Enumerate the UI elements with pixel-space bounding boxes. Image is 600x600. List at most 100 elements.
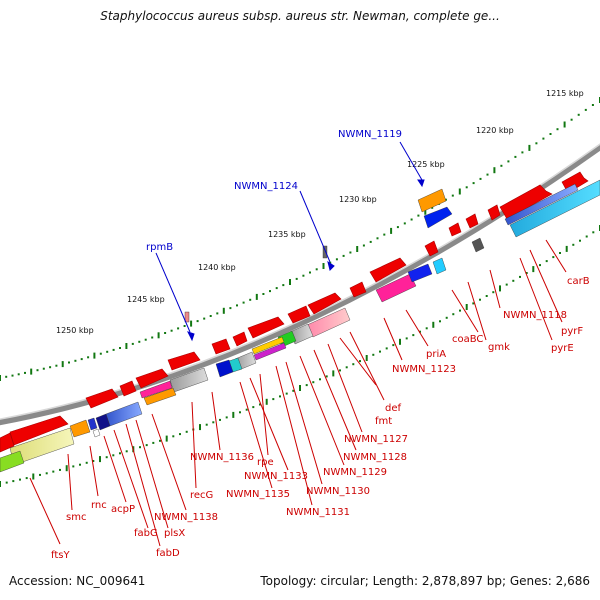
genome-backbone xyxy=(0,143,600,426)
scale-major-tick xyxy=(424,208,427,215)
scale-major-tick xyxy=(0,481,1,487)
scale-minor-tick xyxy=(312,381,315,384)
gene-label-NWMN_1119[interactable]: NWMN_1119 xyxy=(338,129,402,140)
gene-fwd xyxy=(135,368,169,389)
scale-minor-tick xyxy=(55,364,58,367)
gene-label-NWMN_1127[interactable]: NWMN_1127 xyxy=(344,434,408,445)
scale-minor-tick xyxy=(68,361,70,364)
gene-label-pyrF[interactable]: pyrF xyxy=(561,326,583,337)
scale-minor-tick xyxy=(42,367,45,370)
gene-label-NWMN_1128[interactable]: NWMN_1128 xyxy=(343,452,407,463)
scale-minor-tick xyxy=(52,470,55,473)
scale-minor-tick xyxy=(472,182,475,185)
scale-minor-tick xyxy=(219,418,221,421)
gene-label-NWMN_1131[interactable]: NWMN_1131 xyxy=(286,507,350,518)
gene-acpP xyxy=(87,417,98,431)
scale-minor-tick xyxy=(139,446,141,449)
scale-minor-tick xyxy=(164,332,167,334)
gene-fwd xyxy=(211,338,231,355)
gene-fwd xyxy=(167,351,201,371)
gene-label-acpP[interactable]: acpP xyxy=(111,504,135,515)
gene-label-NWMN_1124[interactable]: NWMN_1124 xyxy=(234,181,298,192)
scale-minor-tick xyxy=(152,441,155,444)
scale-major-tick xyxy=(255,293,258,300)
gene-cyan xyxy=(509,179,600,238)
gene-label-priA[interactable]: priA xyxy=(426,349,446,360)
scale-minor-tick xyxy=(521,151,524,154)
gene-label-NWMN_1130[interactable]: NWMN_1130 xyxy=(306,486,370,497)
scale-minor-tick xyxy=(205,423,208,426)
scale-minor-tick xyxy=(591,104,594,106)
scale-minor-tick xyxy=(507,160,510,163)
gene-label-fabD[interactable]: fabD xyxy=(156,548,180,559)
gene-ftsY xyxy=(0,450,25,473)
scale-minor-tick xyxy=(376,237,379,240)
scale-minor-tick xyxy=(24,371,26,374)
gene-label-fmt[interactable]: fmt xyxy=(375,416,392,427)
scale-major-tick xyxy=(299,385,301,391)
scale-minor-tick xyxy=(196,320,199,323)
scale-major-tick xyxy=(30,368,33,375)
scale-minor-tick xyxy=(5,375,8,378)
scale-minor-tick xyxy=(216,312,219,315)
scale-minor-tick xyxy=(525,272,528,274)
scale-minor-tick xyxy=(392,344,395,347)
scale-minor-tick xyxy=(519,275,521,278)
scale-major-tick xyxy=(32,473,35,480)
scale-minor-tick xyxy=(545,260,548,263)
scale-minor-tick xyxy=(485,295,488,297)
gene-fwd xyxy=(465,213,479,229)
scale-minor-tick xyxy=(577,113,580,116)
scale-minor-tick xyxy=(25,477,28,480)
gene-fwd xyxy=(232,331,248,347)
scale-minor-tick xyxy=(17,373,20,376)
gene-label-pyrE[interactable]: pyrE xyxy=(551,343,574,354)
scale-minor-tick xyxy=(112,348,115,351)
scale-minor-tick xyxy=(385,347,388,350)
gene-label-smc[interactable]: smc xyxy=(66,512,86,523)
gene-label-coaBC[interactable]: coaBC xyxy=(452,334,483,345)
scale-minor-tick xyxy=(249,298,252,301)
scale-minor-tick xyxy=(92,460,95,462)
forward-strand-genes[interactable] xyxy=(0,171,589,453)
gene-label-rnc[interactable]: rnc xyxy=(91,500,107,511)
gene-label-ftsY[interactable]: ftsY xyxy=(51,550,70,561)
scale-minor-tick xyxy=(431,206,434,209)
scale-minor-tick xyxy=(119,347,121,349)
gene-label-fabG[interactable]: fabG xyxy=(134,528,158,539)
scale-major-tick xyxy=(93,352,96,359)
gene-label-recG[interactable]: recG xyxy=(190,490,213,501)
scale-minor-tick xyxy=(439,320,441,323)
scale-minor-tick xyxy=(125,450,128,453)
scale-minor-tick xyxy=(486,173,489,176)
gene-label-rpmB[interactable]: rpmB xyxy=(146,242,173,253)
gene-label-NWMN_1129[interactable]: NWMN_1129 xyxy=(323,467,387,478)
gene-label-plsX[interactable]: plsX xyxy=(164,528,185,539)
scale-major-tick xyxy=(65,465,68,472)
gene-label-NWMN_1135[interactable]: NWMN_1135 xyxy=(226,489,290,500)
gene-fwd xyxy=(448,222,462,237)
scale-minor-tick xyxy=(39,473,41,476)
gene-label-NWMN_1136[interactable]: NWMN_1136 xyxy=(190,452,254,463)
scale-minor-tick xyxy=(239,411,241,414)
blue-gene-labels: NWMN_1119 NWMN_1124 rpmB xyxy=(146,129,402,253)
outer-scale xyxy=(0,97,600,381)
scale-minor-tick xyxy=(292,389,295,392)
reverse-strand-genes[interactable] xyxy=(0,179,600,473)
gene-label-def[interactable]: def xyxy=(385,403,402,414)
gene-label-NWMN_1138[interactable]: NWMN_1138 xyxy=(154,512,218,523)
gene-label-NWMN_1133[interactable]: NWMN_1133 xyxy=(244,471,308,482)
blue-callouts xyxy=(155,141,425,342)
gene-label-rpe[interactable]: rpe xyxy=(257,457,274,468)
scale-minor-tick xyxy=(269,290,271,293)
gene-label-carB[interactable]: carB xyxy=(567,276,590,287)
scale-minor-tick xyxy=(212,421,215,424)
gene-label-NWMN_1123[interactable]: NWMN_1123 xyxy=(392,364,456,375)
gene-label-NWMN_1118[interactable]: NWMN_1118 xyxy=(503,310,567,321)
scale-major-tick xyxy=(532,266,535,273)
gene-priA-2 xyxy=(407,263,433,283)
scale-minor-tick xyxy=(49,366,52,369)
gene-label-gmk[interactable]: gmk xyxy=(488,342,510,353)
scale-minor-tick xyxy=(179,433,181,436)
